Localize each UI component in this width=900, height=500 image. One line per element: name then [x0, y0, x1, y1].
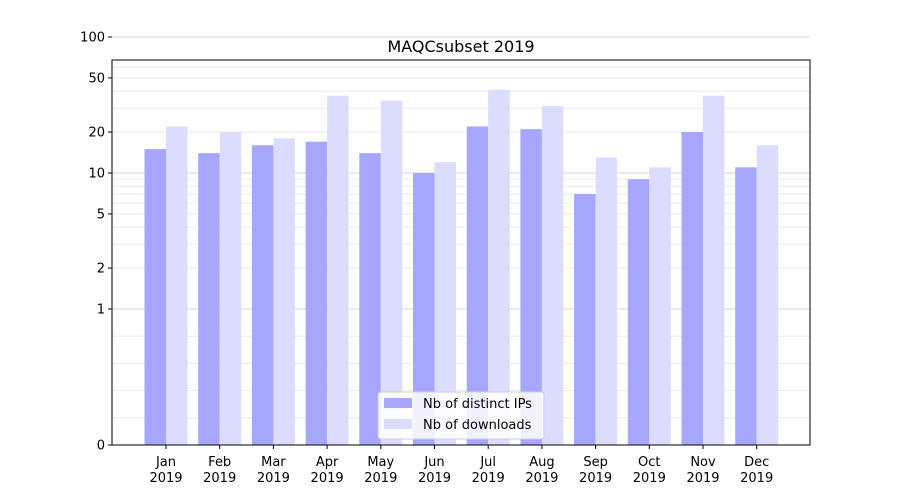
bar-downloads: [434, 162, 456, 445]
x-tick-label-month: Sep: [583, 455, 608, 470]
x-tick-label-month: Feb: [208, 455, 231, 470]
bar-distinct-ips: [144, 149, 166, 446]
legend-label: Nb of downloads: [423, 418, 532, 433]
bar-downloads: [595, 157, 618, 445]
legend-box: [377, 391, 545, 440]
legend-label: Nb of distinct IPs: [423, 397, 532, 412]
y-tick-label: 1: [97, 303, 105, 318]
x-tick-label-year: 2019: [149, 471, 182, 486]
x-tick-label-month: Nov: [690, 455, 716, 470]
y-tick-label: 2: [97, 262, 105, 277]
bar-downloads: [327, 95, 349, 446]
bar-downloads: [273, 138, 295, 445]
x-tick-label-year: 2019: [579, 471, 612, 486]
legend-swatch: [384, 419, 412, 429]
bar-downloads: [380, 100, 403, 445]
bar-downloads: [703, 95, 725, 446]
bar-distinct-ips: [359, 153, 381, 445]
legend: Nb of distinct IPs Nb of downloads: [377, 391, 545, 440]
y-tick-label: 5: [97, 207, 105, 222]
y-axis: 0 1 2 5 10 20 50 100: [80, 31, 112, 454]
x-tick-label-year: 2019: [686, 471, 719, 486]
x-tick-label-year: 2019: [740, 471, 773, 486]
bar-distinct-ips: [520, 129, 542, 446]
x-tick-label-month: Apr: [316, 455, 339, 470]
bar-downloads: [166, 126, 188, 446]
bar-distinct-ips: [681, 132, 703, 445]
bars: [144, 89, 779, 446]
x-tick-label-month: Oct: [638, 455, 660, 470]
x-tick-label-year: 2019: [364, 471, 397, 486]
bar-downloads: [488, 89, 510, 446]
bar-downloads: [756, 145, 779, 445]
legend-swatch: [384, 398, 412, 408]
bar-distinct-ips: [466, 126, 489, 446]
x-tick-label-year: 2019: [525, 471, 558, 486]
bar-distinct-ips: [627, 179, 650, 445]
bar-distinct-ips: [574, 194, 596, 445]
bar-distinct-ips: [413, 173, 435, 445]
x-tick-label-year: 2019: [418, 471, 451, 486]
x-tick-label-month: Dec: [744, 455, 769, 470]
x-tick-label-year: 2019: [633, 471, 666, 486]
y-tick-label: 50: [88, 71, 105, 86]
x-tick-label-month: Mar: [261, 455, 286, 470]
x-tick-label-year: 2019: [257, 471, 290, 486]
x-tick-label-month: Aug: [529, 455, 554, 470]
x-tick-label-year: 2019: [203, 471, 236, 486]
bar-downloads: [541, 106, 564, 446]
y-tick-label: 20: [88, 126, 105, 141]
x-tick-label-year: 2019: [472, 471, 505, 486]
x-tick-label-month: May: [367, 455, 394, 470]
y-tick-label: 10: [88, 167, 105, 182]
plot-frame: [111, 59, 811, 446]
y-tick-label: 0: [97, 439, 105, 454]
bar-distinct-ips: [251, 145, 274, 445]
x-tick-label-month: Jul: [479, 455, 496, 470]
x-tick-label-month: Jun: [423, 455, 444, 470]
bar-distinct-ips: [198, 153, 220, 445]
bar-downloads: [219, 132, 242, 445]
x-tick-label-month: Jan: [155, 455, 176, 470]
bar-distinct-ips: [305, 141, 328, 446]
x-axis: Jan2019Feb2019Mar2019Apr2019May2019Jun20…: [149, 445, 773, 486]
y-tick-label: 100: [80, 31, 105, 46]
chart-title: MAQCsubset 2019: [387, 37, 534, 56]
bar-downloads: [649, 167, 671, 445]
x-tick-label-year: 2019: [311, 471, 344, 486]
bar-distinct-ips: [735, 167, 757, 445]
